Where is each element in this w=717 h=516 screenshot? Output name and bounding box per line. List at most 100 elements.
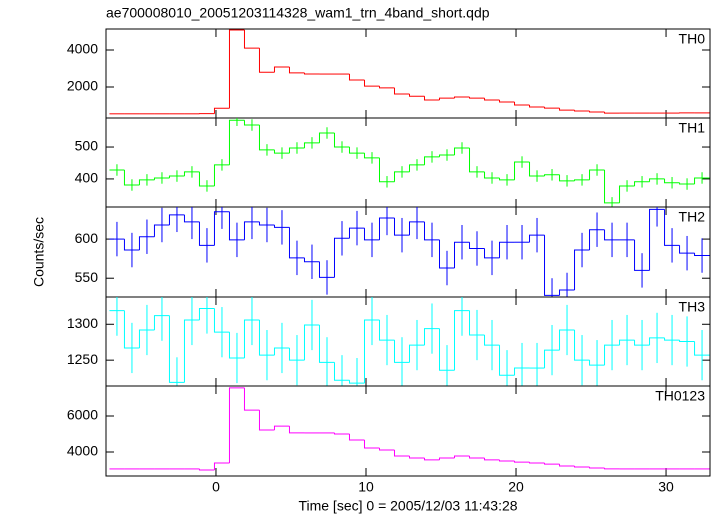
step-bin bbox=[514, 101, 530, 106]
step-bin bbox=[499, 459, 515, 462]
step-bin bbox=[288, 227, 305, 259]
step-bin bbox=[604, 111, 620, 114]
step-bin bbox=[213, 107, 230, 114]
step-bin bbox=[348, 74, 365, 81]
step-bin bbox=[424, 156, 440, 165]
panel-frame bbox=[105, 28, 711, 119]
step-bin bbox=[213, 308, 230, 333]
y-tick-label: 6000 bbox=[67, 407, 98, 423]
step-bin bbox=[424, 328, 440, 346]
y-tick-label: 600 bbox=[75, 230, 99, 246]
step-bin bbox=[123, 239, 140, 251]
step-bin bbox=[409, 164, 425, 172]
step-bin bbox=[694, 341, 710, 356]
step-bin bbox=[243, 319, 260, 359]
step-bin bbox=[348, 227, 365, 239]
step-bin bbox=[409, 94, 425, 97]
step-bin bbox=[679, 340, 695, 342]
step-bin bbox=[439, 154, 455, 157]
step-bin bbox=[168, 315, 185, 383]
step-bin bbox=[484, 248, 500, 259]
step-bin bbox=[484, 98, 500, 101]
step-bin bbox=[559, 108, 575, 111]
step-bin bbox=[168, 175, 185, 178]
step-bin bbox=[138, 236, 155, 251]
step-bin bbox=[378, 86, 395, 89]
chart-title: ae700008010_20051203114328_wam1_trn_4ban… bbox=[106, 5, 490, 21]
step-bin bbox=[514, 161, 530, 180]
step-bin bbox=[258, 48, 275, 73]
step-bin bbox=[439, 97, 455, 100]
step-bin bbox=[258, 125, 275, 151]
step-bin bbox=[574, 330, 590, 361]
step-bin bbox=[243, 30, 260, 49]
step-bin bbox=[393, 171, 410, 182]
step-bin bbox=[213, 211, 230, 246]
step-bin bbox=[409, 455, 425, 459]
y-axis-label: Counts/sec bbox=[31, 217, 47, 287]
y-tick-label: 550 bbox=[75, 269, 99, 285]
x-tick-label: 0 bbox=[212, 479, 220, 495]
step-bin bbox=[439, 457, 455, 460]
step-bin bbox=[348, 434, 365, 441]
step-bin bbox=[273, 425, 290, 431]
step-bin bbox=[409, 344, 425, 363]
step-bin bbox=[619, 339, 635, 346]
step-bin bbox=[529, 234, 545, 243]
step-bin bbox=[348, 380, 365, 384]
panel-frame bbox=[105, 385, 711, 477]
step-bin bbox=[378, 157, 395, 183]
panel-label: TH2 bbox=[679, 209, 706, 225]
step-bin bbox=[198, 171, 215, 187]
step-bin bbox=[529, 162, 545, 177]
step-bin bbox=[378, 448, 395, 451]
step-bin bbox=[589, 169, 605, 180]
step-bin bbox=[333, 132, 350, 148]
step-bin bbox=[288, 426, 305, 434]
step-bin bbox=[198, 221, 215, 246]
step-bin bbox=[198, 468, 215, 471]
step-bin bbox=[559, 329, 575, 351]
step-bin bbox=[574, 466, 590, 468]
step-bin bbox=[694, 253, 710, 257]
panel-label: TH0 bbox=[679, 31, 706, 47]
step-bin bbox=[333, 432, 350, 435]
step-bin bbox=[258, 410, 275, 431]
step-bin bbox=[574, 110, 590, 112]
step-bin bbox=[544, 349, 560, 369]
step-bin bbox=[649, 208, 665, 271]
step-bin bbox=[469, 147, 485, 173]
step-bin bbox=[544, 174, 560, 177]
step-bin bbox=[153, 177, 170, 180]
step-bin bbox=[123, 169, 140, 186]
step-bin bbox=[424, 221, 440, 241]
step-bin bbox=[183, 214, 200, 223]
step-bin bbox=[454, 455, 470, 458]
step-bin bbox=[574, 179, 590, 181]
step-bin bbox=[288, 67, 305, 74]
y-tick-label: 1250 bbox=[67, 351, 98, 367]
step-bin bbox=[183, 319, 200, 383]
step-bin bbox=[589, 360, 605, 366]
step-bin bbox=[378, 217, 395, 240]
panel-label: TH0123 bbox=[655, 388, 705, 404]
step-bin bbox=[694, 177, 710, 185]
step-bin bbox=[649, 337, 665, 346]
step-bin bbox=[604, 169, 620, 204]
step-bin bbox=[213, 462, 230, 471]
step-bin bbox=[273, 149, 290, 154]
step-bin bbox=[273, 347, 290, 356]
step-bin bbox=[604, 229, 620, 241]
step-bin bbox=[559, 289, 575, 296]
step-bin bbox=[634, 181, 650, 186]
step-bin bbox=[589, 466, 605, 469]
panel-frame bbox=[105, 206, 711, 298]
step-bin bbox=[529, 462, 545, 464]
step-bin bbox=[604, 344, 620, 366]
step-bin bbox=[589, 111, 605, 113]
step-bin bbox=[123, 310, 140, 349]
step-bin bbox=[363, 439, 380, 449]
step-bin bbox=[529, 104, 545, 108]
step-bin bbox=[664, 209, 680, 246]
